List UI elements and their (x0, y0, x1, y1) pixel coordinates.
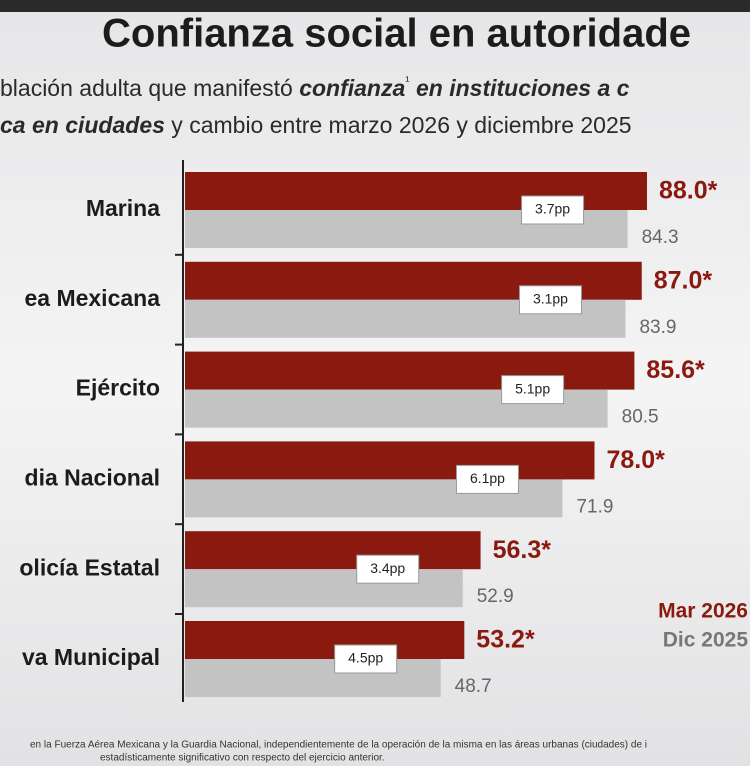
value-label: 52.9 (477, 586, 514, 607)
bar (185, 621, 465, 659)
value-label: 85.6* (646, 356, 705, 384)
bar (185, 531, 481, 570)
annotation-box (334, 644, 398, 674)
annotation: 3.4pp (370, 560, 405, 576)
annotation: 3.7pp (535, 201, 570, 217)
category-label: va Municipal (22, 644, 160, 670)
value-label: 87.0* (654, 266, 713, 294)
subtitle-part: y cambio entre marzo 2026 y diciembre 20… (165, 112, 632, 138)
category-label: dia Nacional (25, 464, 160, 490)
annotation-box (521, 195, 585, 225)
value-label: 53.2* (476, 626, 535, 654)
annotation-box (518, 285, 582, 315)
subtitle-part: confianza (299, 75, 405, 101)
value-label: 56.3* (493, 536, 552, 564)
top-strip (0, 0, 750, 12)
value-label: 80.5 (622, 407, 659, 428)
annotation: 4.5pp (348, 650, 383, 666)
subtitle: blación adulta que manifestó confianza¹ … (0, 73, 630, 101)
subtitle: ca en ciudades y cambio entre marzo 2026… (0, 112, 632, 138)
value-label: 88.0* (659, 177, 718, 205)
chart-title: Confianza social en autoridade (102, 12, 691, 56)
category-label: ea Mexicana (24, 285, 160, 311)
annotation: 5.1pp (515, 380, 550, 396)
value-label: 84.3 (642, 227, 679, 248)
annotation-box (356, 554, 420, 584)
value-label: 83.9 (639, 317, 676, 338)
category-label: olicía Estatal (19, 554, 160, 580)
annotation-box (501, 375, 565, 405)
bar (185, 351, 635, 390)
category-label: Marina (86, 195, 160, 221)
footnote: en la Fuerza Aérea Mexicana y la Guardia… (30, 740, 647, 751)
bar (185, 441, 595, 480)
value-label: 78.0* (607, 446, 666, 474)
bar (185, 659, 441, 697)
annotation: 3.1pp (533, 291, 568, 307)
legend-entry: Dic 2025 (663, 629, 749, 652)
subtitle-part: blación adulta que manifestó (0, 75, 299, 101)
bar (185, 569, 463, 608)
footnote: estadísticamente significativo con respe… (100, 753, 385, 764)
subtitle-part: ca en ciudades (0, 112, 165, 138)
annotation-box (455, 464, 519, 494)
subtitle-part: en instituciones a c (410, 75, 630, 101)
value-label: 48.7 (455, 676, 492, 697)
value-label: 71.9 (576, 496, 613, 517)
category-label: Ejército (76, 375, 160, 401)
subtitle-part: ¹ (405, 73, 410, 88)
annotation: 6.1pp (470, 470, 505, 486)
legend-entry: Mar 2026 (658, 600, 748, 623)
